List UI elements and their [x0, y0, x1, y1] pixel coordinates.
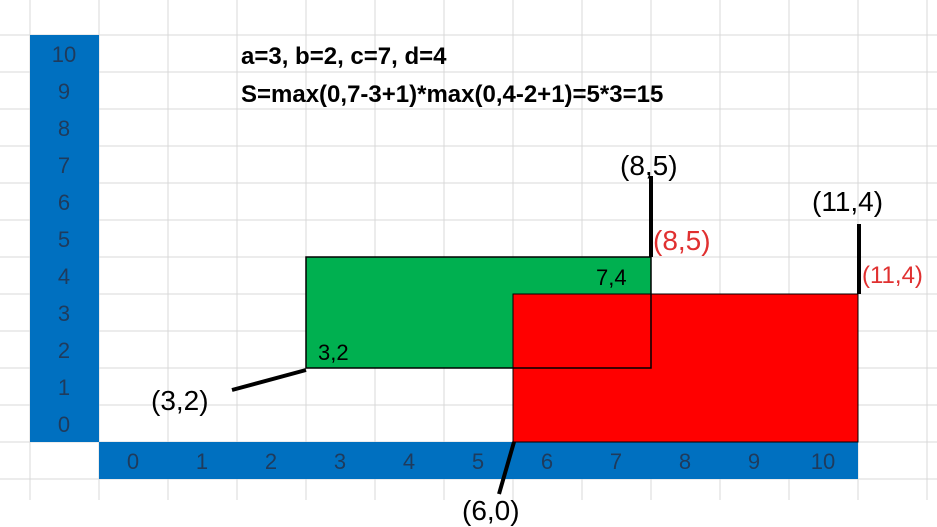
y-tick-label: 7 — [58, 153, 70, 178]
y-tick-label: 9 — [58, 79, 70, 104]
y-tick-label: 0 — [58, 412, 70, 437]
callout-11-4-black: (11,4) — [812, 186, 883, 217]
x-tick-label: 8 — [679, 449, 691, 474]
callout-8-5-red: (8,5) — [653, 225, 711, 256]
y-tick-label: 3 — [58, 301, 70, 326]
callout-lines — [231, 176, 861, 495]
callout-6-0: (6,0) — [462, 495, 520, 526]
y-tick-label: 5 — [58, 227, 70, 252]
x-axis-band — [99, 442, 858, 479]
green-rectangle-outline — [513, 294, 652, 369]
x-tick-label: 7 — [610, 449, 622, 474]
x-tick-label: 6 — [541, 449, 553, 474]
y-tick-label: 1 — [58, 375, 70, 400]
x-tick-label: 0 — [127, 449, 139, 474]
callout-3-2: (3,2) — [151, 385, 209, 416]
green-inner-labels: 3,2 7,4 — [318, 265, 627, 365]
x-tick-label: 1 — [196, 449, 208, 474]
formula: a=3, b=2, c=7, d=4 S=max(0,7-3+1)*max(0,… — [241, 43, 663, 108]
y-tick-label: 6 — [58, 190, 70, 215]
y-tick-label: 8 — [58, 116, 70, 141]
formula-line-1: a=3, b=2, c=7, d=4 — [241, 43, 447, 70]
callout-line-3-2 — [231, 368, 307, 392]
x-tick-label: 4 — [403, 449, 415, 474]
callout-line-6-0 — [497, 441, 516, 495]
y-tick-label: 2 — [58, 338, 70, 363]
x-tick-label: 5 — [472, 449, 484, 474]
y-axis-band — [30, 35, 99, 442]
x-tick-label: 2 — [265, 449, 277, 474]
callout-8-5-black: (8,5) — [620, 150, 678, 181]
green-corner-label-top-right: 7,4 — [596, 265, 627, 290]
x-tick-label: 10 — [811, 449, 835, 474]
y-tick-label: 4 — [58, 264, 70, 289]
callout-11-4-red: (11,4) — [862, 262, 923, 289]
y-axis-labels: 10 9 8 7 6 5 4 3 2 1 0 — [52, 42, 76, 437]
formula-line-2: S=max(0,7-3+1)*max(0,4-2+1)=5*3=15 — [241, 81, 663, 108]
x-tick-label: 9 — [748, 449, 760, 474]
green-corner-label-bottom-left: 3,2 — [318, 340, 349, 365]
y-tick-label: 10 — [52, 42, 76, 67]
x-axis-labels: 0 1 2 3 4 5 6 7 8 9 10 — [127, 449, 835, 474]
callout-texts: (3,2) (8,5) (8,5) (11,4) (11,4) (6,0) — [151, 150, 923, 526]
x-tick-label: 3 — [334, 449, 346, 474]
